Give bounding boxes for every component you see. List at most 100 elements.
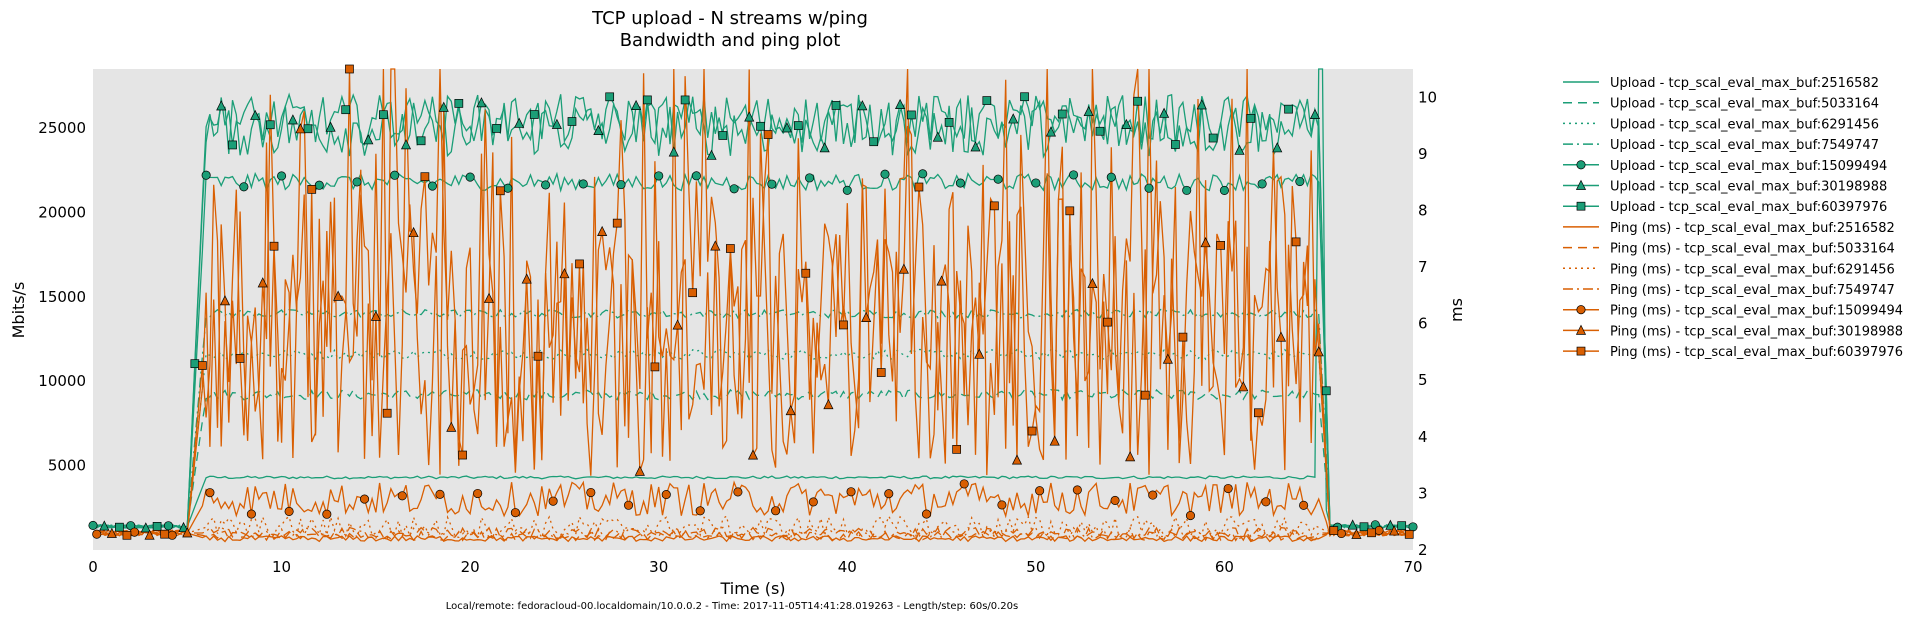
series-marker-13 bbox=[219, 295, 231, 306]
x-tick-label: 40 bbox=[838, 558, 857, 576]
series-marker-5 bbox=[503, 183, 513, 193]
x-tick-label: 0 bbox=[88, 558, 98, 576]
legend-entry: Upload - tcp_scal_eval_max_buf:7549747 bbox=[1563, 138, 1879, 153]
series-marker-13 bbox=[559, 268, 570, 279]
series-marker-6 bbox=[1196, 99, 1207, 110]
series-marker-7 bbox=[341, 105, 351, 115]
series-marker-5 bbox=[390, 170, 400, 180]
series-marker-13 bbox=[370, 310, 381, 321]
series-marker-7 bbox=[1095, 126, 1105, 136]
footer-info: Local/remote: fedoracloud-00.localdomain… bbox=[446, 601, 1019, 612]
series-line-4 bbox=[92, 308, 1414, 529]
series-marker-7 bbox=[793, 121, 803, 130]
legend-label: Ping (ms) - tcp_scal_eval_max_buf:603979… bbox=[1610, 345, 1903, 360]
series-marker-5 bbox=[1182, 185, 1192, 195]
y-right-tick-label: 8 bbox=[1418, 201, 1428, 219]
series-marker-14 bbox=[1027, 426, 1037, 436]
series-marker-14 bbox=[1254, 408, 1263, 418]
y-right-tick-label: 5 bbox=[1418, 371, 1428, 389]
series-marker-7 bbox=[1397, 521, 1407, 531]
series-marker-13 bbox=[1125, 451, 1136, 462]
series-marker-14 bbox=[1065, 206, 1075, 216]
series-marker-7 bbox=[907, 110, 916, 120]
series-marker-13 bbox=[1389, 525, 1400, 536]
series-marker-14 bbox=[650, 362, 660, 372]
series-marker-12 bbox=[959, 479, 969, 489]
series-marker-5 bbox=[767, 179, 777, 189]
series-marker-6 bbox=[1272, 142, 1283, 153]
series-line-7 bbox=[92, 92, 1414, 529]
series-marker-5 bbox=[239, 182, 249, 192]
series-line-10 bbox=[92, 514, 1414, 541]
series-marker-13 bbox=[408, 226, 419, 238]
series-marker-14 bbox=[575, 259, 584, 269]
y-left-tick-label: 25000 bbox=[38, 119, 86, 137]
series-marker-5 bbox=[918, 169, 928, 179]
series-marker-14 bbox=[801, 268, 811, 278]
series-marker-12 bbox=[586, 487, 596, 498]
series-marker-12 bbox=[921, 509, 932, 519]
series-marker-12 bbox=[92, 529, 102, 539]
series-marker-6 bbox=[1083, 105, 1094, 117]
series-marker-6 bbox=[514, 117, 525, 128]
series-marker-6 bbox=[895, 98, 906, 110]
legend-swatch-marker bbox=[1576, 346, 1586, 356]
series-marker-12 bbox=[884, 489, 894, 499]
x-tick-label: 10 bbox=[272, 558, 291, 576]
series-marker-7 bbox=[831, 101, 841, 110]
chart-subtitle: Bandwidth and ping plot bbox=[620, 30, 841, 51]
legend-entry: Ping (ms) - tcp_scal_eval_max_buf:503316… bbox=[1563, 242, 1895, 257]
series-marker-5 bbox=[1144, 183, 1154, 193]
series-marker-6 bbox=[438, 101, 449, 112]
series-marker-12 bbox=[167, 530, 177, 540]
series-marker-13 bbox=[333, 290, 344, 301]
series-marker-14 bbox=[1140, 390, 1150, 400]
series-marker-13 bbox=[257, 277, 268, 288]
series-marker-13 bbox=[634, 465, 645, 476]
legend-entry: Ping (ms) - tcp_scal_eval_max_buf:301989… bbox=[1563, 324, 1903, 339]
series-marker-14 bbox=[495, 186, 505, 196]
series-marker-7 bbox=[265, 120, 275, 130]
series-marker-6 bbox=[1347, 519, 1358, 530]
series-marker-6 bbox=[932, 131, 943, 142]
series-line-11 bbox=[92, 526, 1414, 540]
series-marker-6 bbox=[1385, 519, 1396, 530]
series-marker-6 bbox=[970, 141, 981, 152]
legend-entry: Upload - tcp_scal_eval_max_buf:2516582 bbox=[1563, 76, 1879, 91]
legend-label: Upload - tcp_scal_eval_max_buf:6291456 bbox=[1610, 117, 1879, 132]
y-right-tick-label: 4 bbox=[1418, 428, 1428, 446]
series-marker-13 bbox=[974, 348, 985, 359]
series-marker-13 bbox=[747, 449, 759, 460]
legend-swatch-marker bbox=[1576, 160, 1586, 170]
series-marker-14 bbox=[1367, 528, 1376, 538]
series-line-12 bbox=[92, 480, 1414, 538]
series-marker-6 bbox=[287, 114, 298, 125]
series-marker-7 bbox=[869, 137, 879, 147]
series-marker-12 bbox=[771, 506, 781, 516]
series-marker-7 bbox=[605, 92, 615, 102]
series-marker-12 bbox=[510, 508, 520, 518]
series-marker-5 bbox=[880, 169, 890, 179]
legend-entry: Upload - tcp_scal_eval_max_buf:6291456 bbox=[1563, 117, 1879, 132]
series-marker-12 bbox=[695, 506, 705, 516]
series-marker-7 bbox=[416, 136, 426, 146]
series-marker-7 bbox=[982, 96, 992, 105]
y-axis-right: 2 3 4 5 6 7 8 9 10 bbox=[1418, 88, 1437, 559]
series-marker-13 bbox=[144, 529, 155, 540]
series-marker-5 bbox=[1295, 176, 1305, 187]
series-marker-12 bbox=[246, 509, 256, 519]
series-marker-14 bbox=[420, 172, 430, 182]
series-marker-5 bbox=[88, 520, 98, 530]
series-marker-13 bbox=[1238, 381, 1249, 392]
series-marker-7 bbox=[1171, 140, 1180, 149]
series-marker-13 bbox=[295, 123, 306, 134]
series-marker-14 bbox=[198, 361, 207, 370]
series-marker-6 bbox=[631, 99, 642, 110]
series-marker-6 bbox=[1045, 126, 1057, 137]
series-marker-12 bbox=[1035, 486, 1045, 496]
series-marker-7 bbox=[680, 95, 690, 105]
series-marker-13 bbox=[861, 311, 872, 322]
series-marker-7 bbox=[303, 124, 313, 134]
series-marker-7 bbox=[1020, 92, 1029, 102]
y-right-tick-label: 6 bbox=[1418, 315, 1428, 333]
